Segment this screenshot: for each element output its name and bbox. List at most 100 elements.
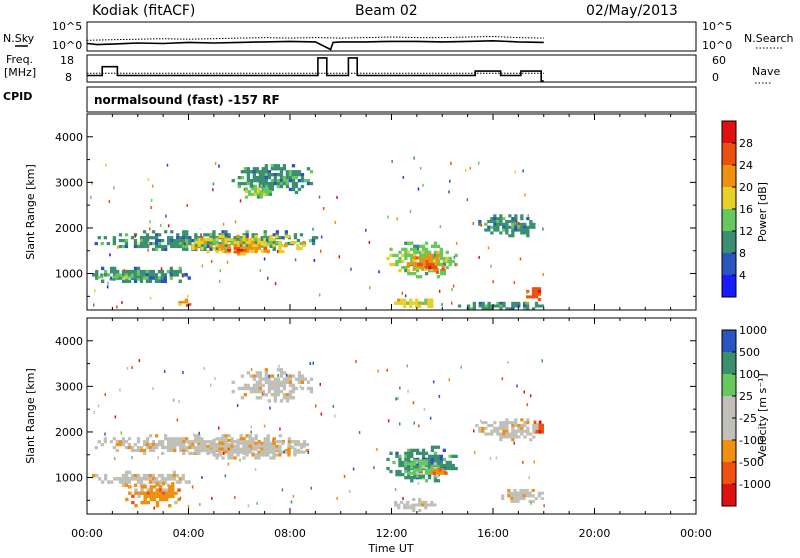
velocity-speckle [224,474,227,478]
power-speckle [387,215,389,219]
velocity-pixel [424,500,428,504]
power-pixel [261,181,265,186]
velocity-pixel [261,393,265,397]
power-pixel [297,187,302,192]
velocity-pixel [158,488,163,492]
power-pixel [511,228,515,232]
velocity-pixel [487,432,491,436]
power-pixel [311,236,316,240]
velocity-pixel [197,451,201,455]
velocity-speckle [406,364,408,368]
power-pixel [270,181,274,186]
velocity-pixel [257,450,261,454]
velocity-pixel [511,438,515,442]
power-pixel [287,234,291,239]
power-pixel [407,269,411,273]
velocity-pixel [264,377,268,381]
power-pixel [215,247,219,251]
velocity-pixel [533,420,537,425]
velocity-pixel [142,443,147,447]
power-pixel [413,265,417,270]
velocity-pixel [442,457,446,462]
velocity-speckle [250,368,253,371]
power-pixel [427,298,431,302]
velocity-ytick-label: 2000 [55,426,83,439]
velocity-pixel [522,491,526,495]
power-speckle [391,159,393,163]
velocity-pixel [513,491,517,495]
power-pixel [173,239,177,243]
power-pixel [94,242,98,246]
power-pixel [251,243,255,248]
power-pixel [288,179,293,183]
power-pixel [496,217,500,221]
velocity-pixel [227,453,231,457]
velocity-pixel [260,453,264,457]
power-echo-region [92,266,191,283]
velocity-pixel [398,473,402,477]
velocity-pixel [505,435,509,439]
velocity-pixel [267,389,271,394]
power-pixel [175,273,179,277]
power-pixel [145,276,150,280]
velocity-pixel [224,441,228,445]
power-speckle [160,267,163,271]
power-data-group [90,156,545,311]
power-colorbar-tick-label: 8 [739,247,746,260]
velocity-speckle [178,400,180,404]
velocity-pixel [255,383,259,388]
velocity-pixel [170,448,174,453]
velocity-pixel [245,453,249,457]
power-pixel [188,242,192,246]
velocity-pixel [163,480,167,484]
power-pixel [185,230,189,234]
velocity-speckle [236,404,239,408]
velocity-pixel [537,491,541,495]
velocity-pixel [511,424,515,428]
velocity-pixel [534,497,538,501]
power-pixel [239,249,244,252]
power-pixel [421,267,425,271]
velocity-pixel [252,386,256,391]
power-pixel [267,181,271,186]
velocity-pixel [436,454,441,458]
power-pixel [209,243,213,248]
power-pixel [215,236,219,240]
power-pixel [179,236,183,240]
velocity-pixel [121,440,126,444]
velocity-pixel [438,471,442,475]
power-speckle [277,250,279,253]
velocity-pixel [252,374,256,378]
velocity-speckle [210,383,212,387]
velocity-pixel [164,434,168,438]
cpid-label: CPID [3,90,32,103]
velocity-pixel [293,440,298,444]
power-speckle [401,291,404,295]
power-pixel [284,233,288,237]
velocity-pixel [395,469,399,474]
power-speckle [417,187,420,191]
velocity-pixel [257,453,261,457]
power-pixel [240,176,244,180]
power-pixel [245,230,249,234]
power-pixel [270,173,274,177]
power-speckle [365,228,367,232]
velocity-pixel [151,443,156,447]
power-pixel [251,233,255,237]
power-speckle [110,276,112,280]
velocity-pixel [266,444,270,448]
velocity-pixel [288,377,293,381]
power-speckle [294,258,297,262]
power-pixel [303,179,308,183]
power-pixel [130,269,135,274]
power-speckle [312,227,314,231]
velocity-pixel [272,456,276,460]
power-pixel [245,246,250,250]
velocity-speckle [355,359,357,363]
velocity-pixel [175,473,179,478]
power-pixel [252,179,256,183]
power-pixel [487,220,491,224]
velocity-pixel [290,446,295,450]
velocity-pixel [155,443,159,447]
velocity-pixel [130,446,135,450]
